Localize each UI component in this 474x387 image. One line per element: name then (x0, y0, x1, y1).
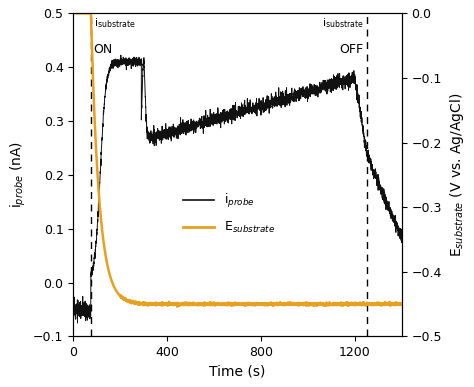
E$_{substrate}$ (174, 304, 180, 309)
E$_{substrate}$ (399, 301, 405, 306)
Text: ON: ON (94, 43, 113, 56)
i$_{probe}$ (229, 117, 235, 122)
i$_{probe}$ (352, 81, 357, 86)
i$_{probe}$ (327, 84, 332, 89)
Legend: i$_{probe}$, E$_{substrate}$: i$_{probe}$, E$_{substrate}$ (178, 187, 281, 240)
Y-axis label: i$_{probe}$ (nA): i$_{probe}$ (nA) (9, 141, 27, 208)
i$_{probe}$ (74, 321, 80, 325)
X-axis label: Time (s): Time (s) (210, 365, 266, 378)
E$_{substrate}$ (87, 11, 93, 15)
E$_{substrate}$ (71, 11, 76, 15)
i$_{probe}$ (399, 239, 405, 243)
Text: OFF: OFF (340, 43, 364, 56)
E$_{substrate}$ (390, 302, 395, 307)
i$_{probe}$ (71, 305, 76, 310)
Line: i$_{probe}$: i$_{probe}$ (73, 55, 402, 323)
Text: i$_\mathregular{substrate}$: i$_\mathregular{substrate}$ (94, 16, 136, 30)
E$_{substrate}$ (329, 302, 335, 307)
Text: i$_\mathregular{substrate}$: i$_\mathregular{substrate}$ (322, 16, 364, 30)
i$_{probe}$ (110, 60, 116, 64)
i$_{probe}$ (128, 62, 134, 66)
i$_{probe}$ (118, 53, 124, 57)
E$_{substrate}$ (390, 301, 395, 306)
Y-axis label: E$_{substrate}$ (V vs. Ag/AgCl): E$_{substrate}$ (V vs. Ag/AgCl) (447, 93, 465, 257)
E$_{substrate}$ (230, 302, 236, 307)
E$_{substrate}$ (222, 302, 228, 307)
Line: E$_{substrate}$: E$_{substrate}$ (73, 13, 402, 307)
i$_{probe}$ (397, 231, 402, 235)
